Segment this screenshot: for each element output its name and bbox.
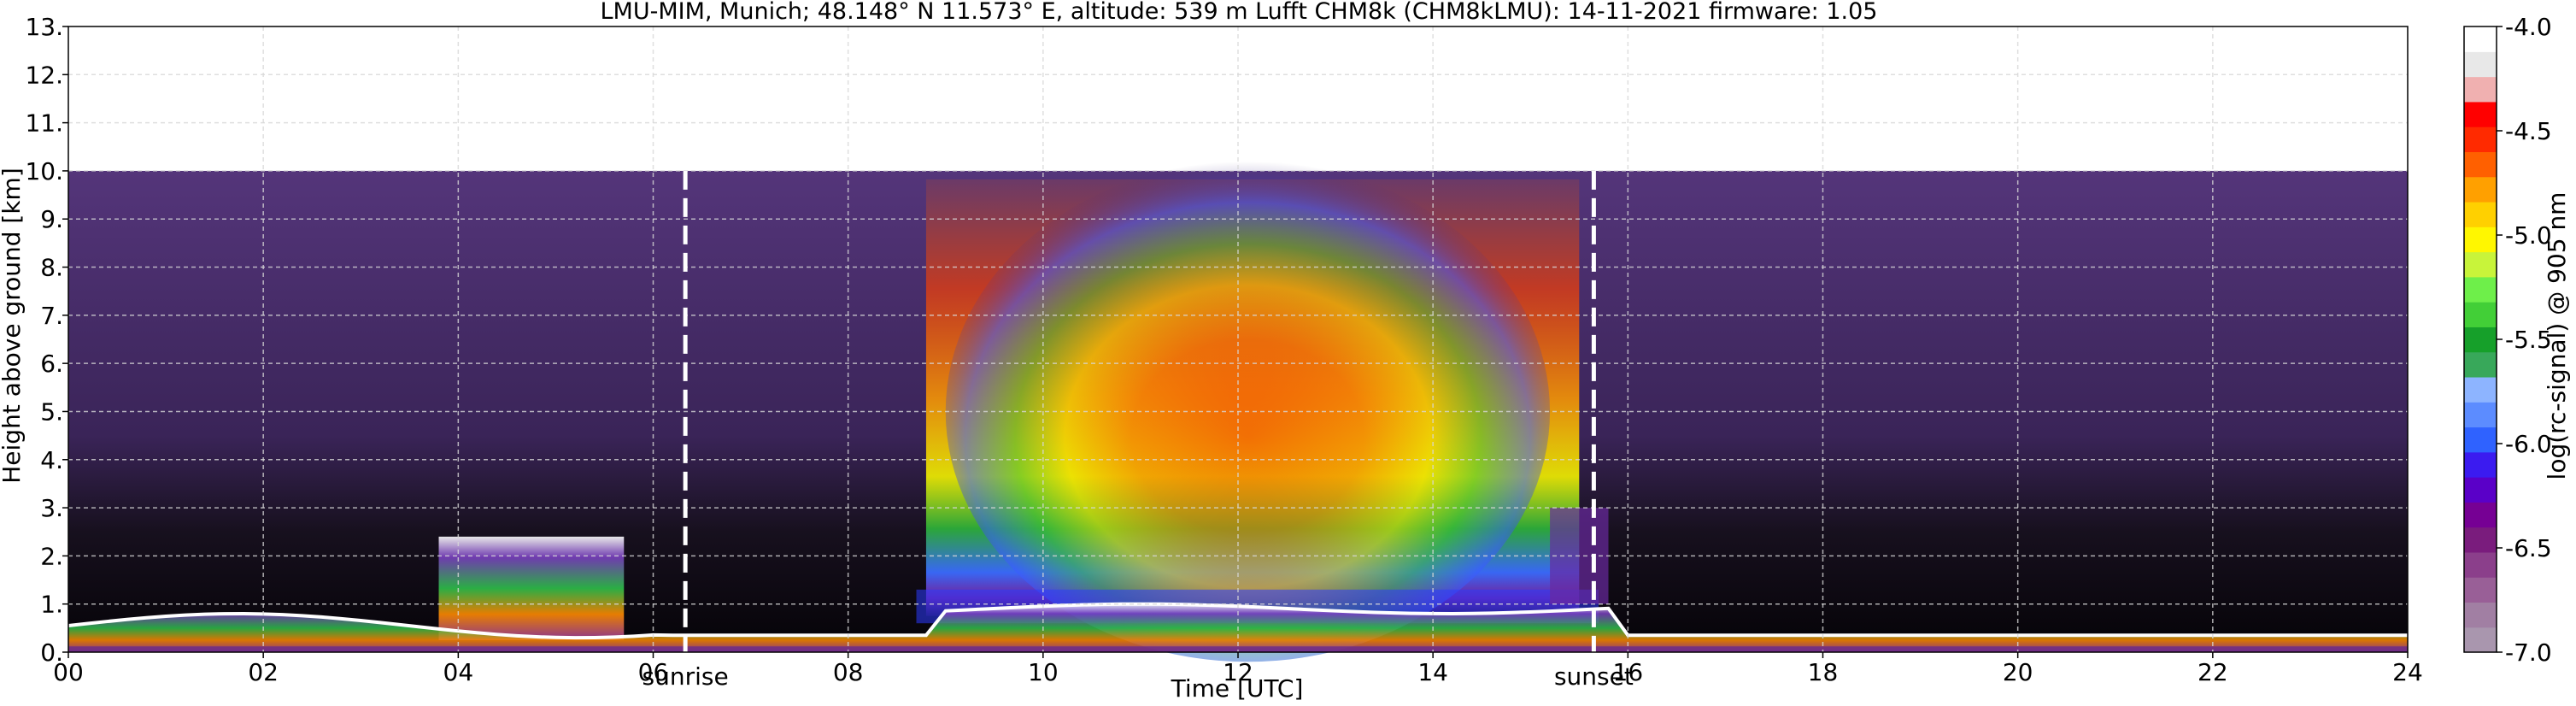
y-tick-label: 1. [40,591,63,619]
colorbar-segment [2464,176,2497,203]
colorbar-tick-label: -7.0 [2505,638,2552,667]
colorbar-segment [2464,477,2497,503]
y-axis-ticks: 0. 1. 2. 3. 4. 5. 6. 7. 8. 9. 10. 11. 12. 13. [25,13,68,667]
y-tick-label: 12. [25,61,63,89]
colorbar-segment [2464,551,2497,578]
colorbar-segment [2464,327,2497,353]
colorbar-segment [2464,51,2497,78]
x-tick-label: 20 [2003,658,2033,686]
x-tick-label: 10 [1028,658,1059,686]
y-tick-label: 11. [25,109,63,138]
colorbar-segment [2464,451,2497,478]
colorbar-tick-label: -4.5 [2505,117,2552,145]
colorbar-tick-label: -5.0 [2505,221,2552,250]
x-tick-label: 00 [53,658,84,686]
colorbar-segment [2464,76,2497,103]
y-tick-label: 9. [40,205,63,233]
colorbar-segment [2464,126,2497,152]
colorbar-segment [2464,527,2497,553]
x-axis-label: Time [UTC] [1171,674,1304,703]
x-tick-label: 18 [1808,658,1839,686]
event-label-sunset: sunset [1554,662,1634,691]
y-axis-label: Height above ground [km] [0,168,26,484]
x-tick-label: 04 [443,658,474,686]
y-tick-label: 6. [40,350,63,378]
x-tick-label: 12 [1223,658,1253,686]
colorbar-segment [2464,302,2497,327]
x-axis-ticks: 00 02 04 06 08 10 12 14 16 18 20 22 24 [53,652,2423,686]
colorbar-tick-label: -6.5 [2505,534,2552,562]
colorbar-segment [2464,201,2497,227]
colorbar-tick-label: -4.0 [2505,13,2552,41]
surface-layer [68,646,2408,652]
y-tick-label: 5. [40,397,63,426]
colorbar-segment [2464,227,2497,253]
colorbar-segment [2464,101,2497,127]
colorbar-segment [2464,276,2497,303]
colorbar-segment [2464,427,2497,453]
y-tick-label: 8. [40,254,63,282]
x-tick-label: 02 [248,658,279,686]
x-tick-label: 24 [2392,658,2423,686]
colorbar-segment [2464,376,2497,403]
colorbar-segment [2464,577,2497,603]
x-tick-label: 22 [2198,658,2228,686]
colorbar [2463,26,2497,653]
colorbar-segment [2464,627,2497,653]
y-tick-label: 10. [25,157,63,185]
colorbar-segment [2464,26,2497,52]
colorbar-tick-label: -5.5 [2505,326,2552,354]
x-tick-label: 14 [1417,658,1448,686]
event-markers: sunrise sunset [643,170,1634,691]
x-tick-label: 08 [833,658,864,686]
colorbar-ticks: -7.0 -6.5 -6.0 -5.5 -5.0 -4.5 -4.0 [2497,13,2552,667]
colorbar-label: log(rc-signal) @ 905 nm [2543,192,2571,480]
colorbar-segment [2464,251,2497,278]
y-tick-label: 2. [40,542,63,570]
morning-layer [438,536,625,640]
x-tick-label: 06 [638,658,669,686]
x-tick-label: 16 [1613,658,1644,686]
colorbar-segment [2464,151,2497,178]
y-tick-label: 0. [40,638,63,667]
chart-title: LMU-MIM, Munich; 48.148° N 11.573° E, al… [601,0,1878,25]
event-label-sunrise: sunrise [643,662,729,691]
gridlines [68,26,2408,652]
colorbar-segment [2464,351,2497,378]
y-tick-label: 4. [40,446,63,474]
y-tick-label: 7. [40,302,63,330]
y-tick-label: 13. [25,13,63,41]
colorbar-segment [2464,402,2497,428]
colorbar-segment [2464,602,2497,628]
y-tick-label: 3. [40,494,63,522]
colorbar-tick-label: -6.0 [2505,430,2552,458]
colorbar-segment [2464,502,2497,528]
